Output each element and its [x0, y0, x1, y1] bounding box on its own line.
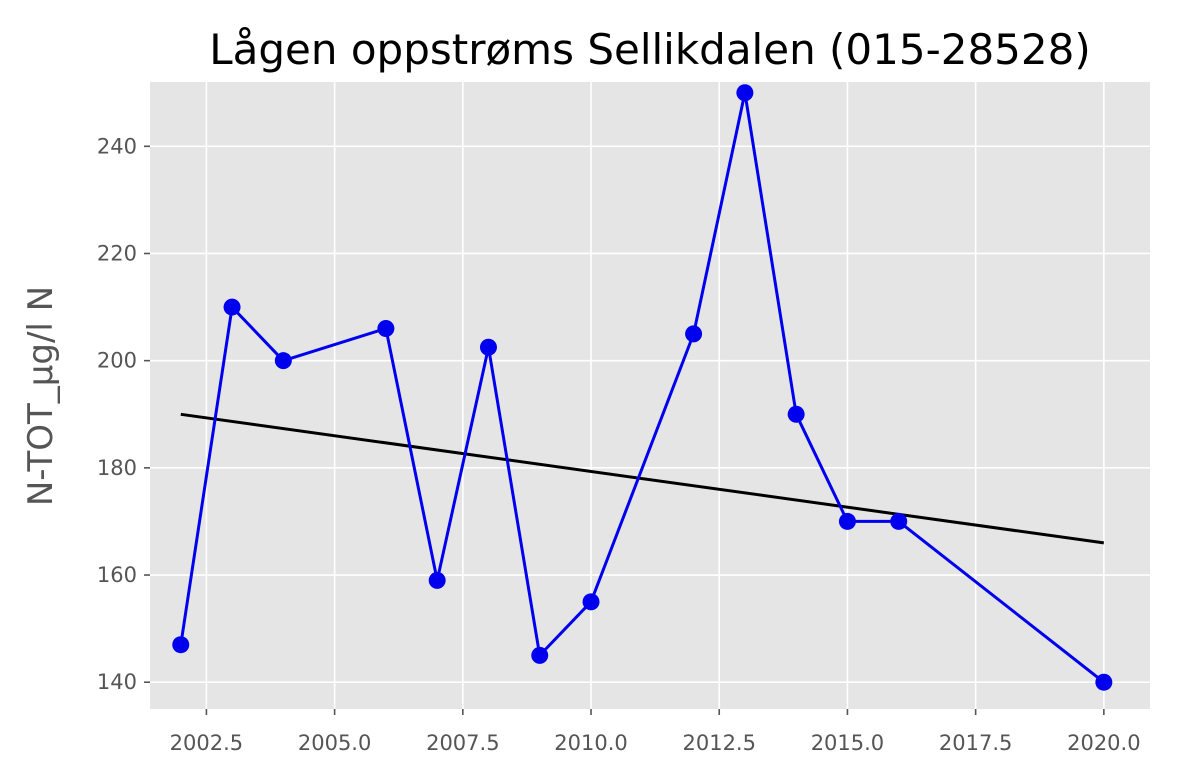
- y-tick-label: 220: [97, 241, 137, 265]
- y-axis-label: N-TOT_µg/l N: [21, 286, 61, 506]
- x-tick-labels: 2002.5 2005.0 2007.5 2010.0 2012.5 2015.0 2017…: [170, 731, 1141, 755]
- x-tick-label: 2005.0: [298, 731, 371, 755]
- data-point: [531, 646, 549, 664]
- y-tick-label: 160: [97, 563, 137, 587]
- data-point: [274, 352, 292, 370]
- chart-title: Lågen oppstrøms Sellikdalen (015-28528): [209, 25, 1091, 74]
- x-tick-label: 2020.0: [1067, 731, 1140, 755]
- data-point: [787, 405, 805, 423]
- data-point: [736, 84, 754, 102]
- data-point: [890, 512, 908, 530]
- x-tick-label: 2017.5: [939, 731, 1012, 755]
- data-point: [223, 298, 241, 316]
- plot-area: [150, 82, 1150, 709]
- data-point: [377, 320, 395, 338]
- x-tick-label: 2002.5: [170, 731, 243, 755]
- data-point: [172, 636, 190, 654]
- y-tick-label: 180: [97, 456, 137, 480]
- x-tick-label: 2007.5: [426, 731, 499, 755]
- y-tick-labels: 140 160 180 200 220 240: [97, 134, 137, 694]
- data-point: [428, 571, 446, 589]
- x-tick-label: 2010.0: [554, 731, 627, 755]
- trend-line: [180, 412, 1105, 545]
- series-line: [179, 91, 1105, 684]
- data-point: [838, 512, 856, 530]
- series-layer: [172, 84, 1113, 691]
- x-tick-label: 2015.0: [811, 731, 884, 755]
- y-tick-label: 200: [97, 349, 137, 373]
- data-point: [479, 338, 497, 356]
- y-tick-label: 240: [97, 134, 137, 158]
- data-point: [685, 325, 703, 343]
- grid: [144, 82, 1150, 715]
- x-tick-label: 2012.5: [682, 731, 755, 755]
- y-tick-label: 140: [97, 670, 137, 694]
- data-point: [1095, 673, 1113, 691]
- data-point: [582, 593, 600, 611]
